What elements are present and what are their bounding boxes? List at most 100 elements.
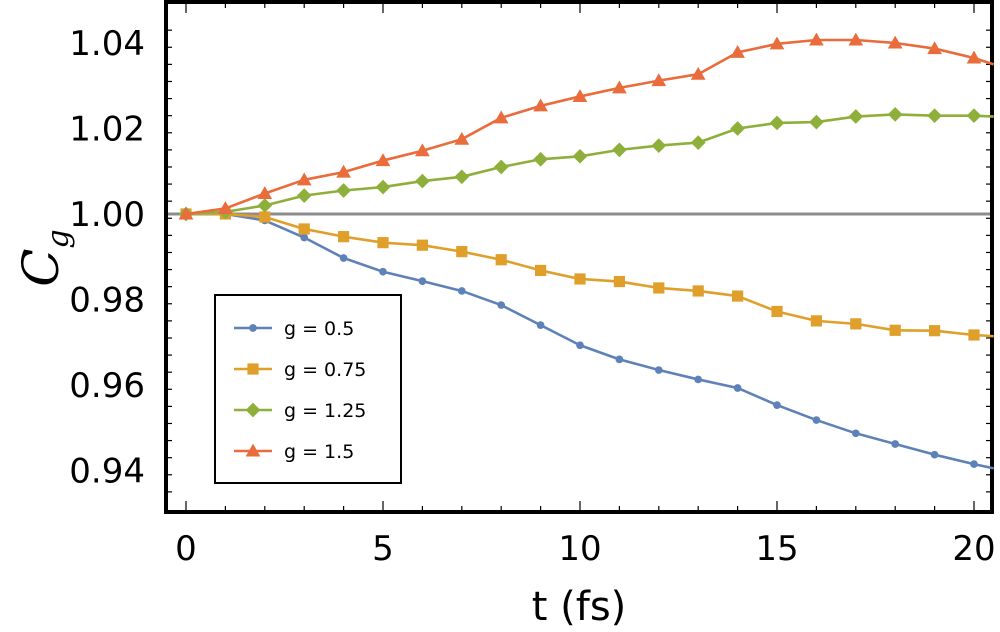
legend-label: g = 0.5: [284, 318, 354, 340]
data-point: [690, 66, 706, 80]
data-point: [457, 287, 466, 295]
data-point: [887, 107, 903, 122]
data-point: [379, 267, 387, 276]
data-point: [257, 186, 273, 199]
data-point: [653, 282, 665, 294]
data-point: [245, 443, 261, 457]
data-point: [690, 135, 706, 150]
x-tick-label: 5: [372, 529, 394, 569]
data-point: [339, 254, 348, 262]
data-point: [809, 114, 824, 130]
data-point: [416, 239, 428, 251]
data-point: [415, 143, 430, 157]
series-line: [185, 113, 994, 216]
data-point: [891, 440, 900, 448]
data-point: [927, 108, 942, 124]
legend-label: g = 1.25: [284, 400, 366, 422]
y-axis-title: Cg: [12, 229, 76, 286]
data-point: [850, 318, 862, 330]
data-point: [927, 41, 942, 55]
data-point: [929, 325, 941, 337]
data-point: [375, 153, 391, 167]
y-axis-title-subscript: g: [41, 229, 76, 248]
legend: g = 0.5 g = 0.75 g = 1.25 g = 1.5: [214, 294, 402, 484]
data-point: [415, 173, 430, 189]
x-tick-label: 15: [755, 529, 798, 569]
data-point: [771, 305, 783, 318]
data-point: [968, 329, 980, 341]
data-point: [533, 98, 548, 112]
data-point: [493, 159, 509, 175]
y-tick-label: 0.94: [69, 452, 145, 492]
tick-labels: 0 5 10 15 20 0.94 0.96 0.98 1.00 1.02 1.04: [69, 24, 995, 569]
x-tick-label: 0: [175, 529, 197, 569]
legend-items: g = 0.5 g = 0.75 g = 1.25 g = 1.5: [234, 318, 366, 463]
ticks: [166, 2, 992, 512]
data-point: [654, 366, 663, 374]
data-point: [773, 401, 781, 409]
data-point: [694, 375, 703, 384]
data-point: [178, 206, 194, 220]
data-point: [769, 36, 785, 50]
series-line: [185, 38, 995, 216]
series-line: [186, 212, 994, 470]
data-point: [536, 321, 545, 329]
data-point: [336, 183, 351, 198]
data-point: [454, 169, 470, 185]
series: [178, 32, 995, 220]
data-point: [887, 35, 903, 49]
y-tick-label: 0.98: [69, 281, 145, 321]
x-tick-label: 10: [558, 529, 601, 569]
data-point: [812, 416, 821, 424]
y-tick-label: 1.04: [69, 24, 145, 64]
series-layer: [178, 32, 995, 470]
data-point: [259, 211, 271, 223]
x-tick-label: 20: [952, 529, 995, 569]
data-point: [613, 275, 625, 288]
series-line: [186, 212, 994, 338]
data-point: [966, 108, 982, 124]
data-point: [966, 50, 982, 64]
data-point: [651, 138, 667, 153]
data-point: [848, 32, 864, 46]
data-point: [612, 80, 627, 94]
data-point: [730, 121, 745, 136]
y-axis-title-main: C: [12, 248, 70, 286]
data-point: [733, 384, 742, 392]
data-point: [497, 301, 506, 309]
data-point: [574, 273, 586, 285]
data-point: [615, 355, 624, 364]
legend-item: g = 1.5: [234, 441, 354, 463]
data-point: [298, 223, 310, 235]
data-point: [769, 115, 785, 131]
data-point: [612, 142, 627, 158]
data-point: [247, 363, 259, 375]
data-point: [930, 450, 939, 459]
data-point: [692, 285, 704, 297]
data-point: [249, 324, 257, 332]
data-point: [851, 429, 860, 438]
data-point: [375, 179, 391, 195]
data-point: [454, 131, 470, 145]
svg-text:Cg: Cg: [12, 229, 76, 286]
data-point: [576, 341, 584, 350]
x-axis-title: t (fs): [532, 584, 627, 630]
y-tick-label: 1.00: [69, 195, 145, 235]
data-point: [338, 231, 350, 243]
plot-frame: [164, 0, 994, 514]
legend-item: g = 0.75: [234, 359, 366, 381]
data-point: [456, 246, 468, 258]
data-point: [493, 110, 509, 124]
data-point: [848, 109, 864, 124]
data-point: [257, 198, 273, 213]
y-tick-label: 1.02: [69, 110, 145, 150]
data-point: [970, 460, 978, 468]
data-point: [535, 264, 547, 277]
data-point: [730, 45, 745, 58]
data-point: [810, 315, 822, 327]
data-point: [296, 172, 312, 186]
data-point: [218, 201, 233, 214]
data-point: [651, 73, 667, 87]
series: [178, 107, 994, 222]
